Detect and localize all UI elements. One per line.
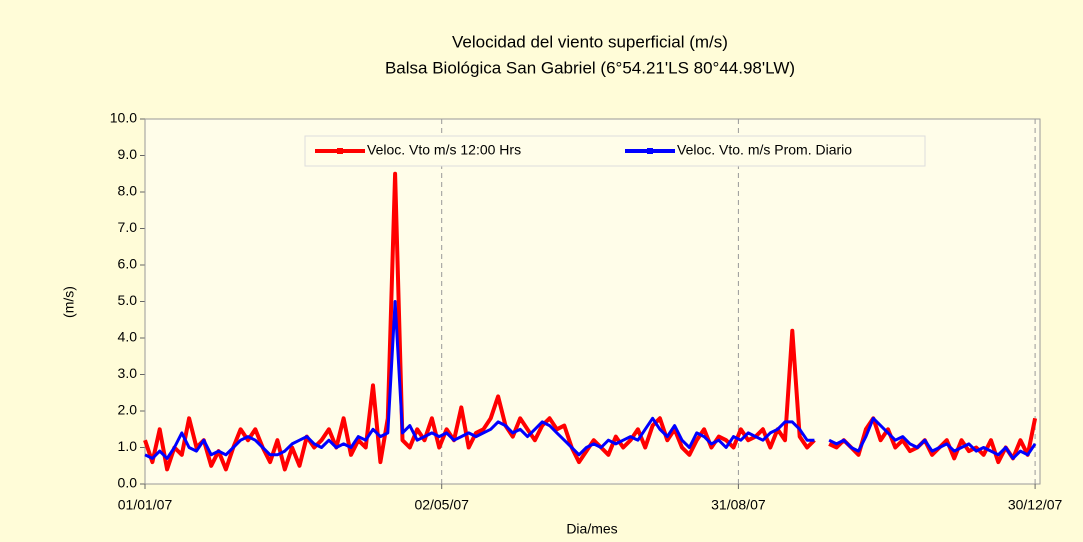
x-tick-label: 30/12/07 [1008, 497, 1063, 513]
x-tick-label: 01/01/07 [118, 497, 173, 513]
series-line [143, 171, 1038, 472]
x-tick-label: 31/08/07 [711, 497, 766, 513]
chart-title: Velocidad del viento superficial (m/s) [452, 32, 728, 51]
legend-box [304, 135, 926, 167]
legend-marker [337, 148, 343, 154]
y-tick-label: 3.0 [118, 365, 138, 381]
y-tick-label: 0.0 [118, 475, 138, 491]
plot-area [144, 118, 1041, 485]
series-line [144, 300, 1037, 460]
y-axis-label: (m/s) [61, 286, 77, 318]
chart-subtitle: Balsa Biológica San Gabriel (6°54.21'LS … [385, 58, 795, 77]
y-tick-label: 1.0 [118, 438, 138, 454]
legend-label: Veloc. Vto m/s 12:00 Hrs [367, 142, 521, 158]
y-tick-label: 5.0 [118, 292, 138, 308]
y-tick-label: 7.0 [118, 219, 138, 235]
y-tick-label: 8.0 [118, 183, 138, 199]
x-axis-label: Dia/mes [566, 521, 617, 537]
x-tick-label: 02/05/07 [414, 497, 469, 513]
y-tick-label: 4.0 [118, 329, 138, 345]
legend-label: Veloc. Vto. m/s Prom. Diario [677, 142, 852, 158]
legend-marker [647, 148, 653, 154]
y-tick-label: 6.0 [118, 256, 138, 272]
y-tick-label: 2.0 [118, 402, 138, 418]
y-tick-label: 9.0 [118, 146, 138, 162]
y-tick-label: 10.0 [110, 110, 137, 126]
